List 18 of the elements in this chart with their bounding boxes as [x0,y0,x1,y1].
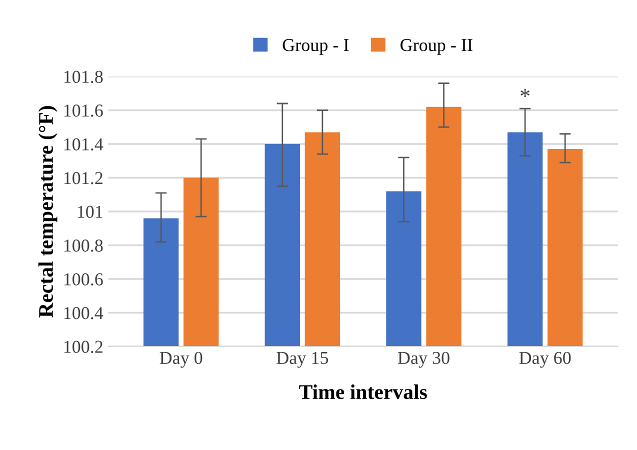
x-tick-label: Day 15 [276,352,328,368]
y-tick-label: 100.8 [64,240,103,252]
x-tick-label: Day 0 [160,352,202,368]
y-tick-label: 101.6 [64,104,103,117]
y-tick-label: 100.6 [64,273,103,286]
x-axis-title: Time intervals [299,384,427,400]
annotation: * [520,88,530,98]
legend-label: Group - II [400,39,472,55]
legend-label: Group - I [282,39,349,55]
y-tick-label: 101 [78,206,102,218]
y-tick-label: 101.4 [64,138,104,151]
y-tick-label: 101.2 [64,172,102,184]
x-tick-label: Day 60 [519,352,571,368]
y-tick-label: 101.8 [64,70,103,84]
y-axis-title: Rectal temperature (°F) [38,106,58,318]
y-tick-label: 100.4 [64,307,104,320]
y-tick-label: 100.2 [64,340,102,354]
x-tick-label: Day 30 [398,352,450,368]
